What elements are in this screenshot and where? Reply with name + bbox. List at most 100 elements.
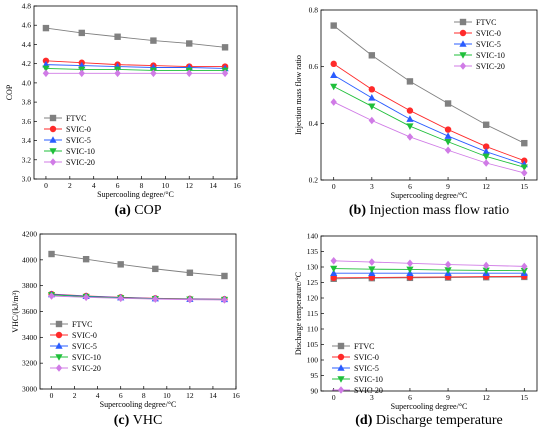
data-point bbox=[114, 69, 121, 78]
data-point bbox=[482, 121, 490, 128]
x-tick-label: 0 bbox=[50, 391, 54, 400]
y-tick-label: 130 bbox=[307, 263, 319, 272]
x-tick-label: 9 bbox=[446, 182, 450, 191]
legend-marker bbox=[55, 354, 63, 361]
data-point bbox=[444, 132, 452, 139]
plot-frame bbox=[39, 233, 237, 390]
data-point bbox=[221, 296, 228, 304]
y-tick-label: 0.8 bbox=[309, 6, 319, 15]
data-point bbox=[117, 294, 124, 303]
y-tick-label: 140 bbox=[307, 232, 319, 241]
y-tick-label: 125 bbox=[307, 278, 319, 287]
series-line-ftvc bbox=[51, 253, 225, 277]
chart-panel-1: 0 3 6 9 12 15 0.2 0.4 0.6 0.8 Supercooling degree/… bbox=[294, 6, 538, 218]
data-point bbox=[444, 146, 452, 155]
legend-label: SVIC-20 bbox=[72, 364, 101, 373]
x-tick-label: 10 bbox=[162, 181, 170, 190]
data-point bbox=[444, 138, 452, 146]
legend-marker bbox=[49, 125, 57, 133]
x-tick-label: 3 bbox=[370, 182, 374, 191]
data-point bbox=[521, 262, 528, 271]
x-tick-label: 6 bbox=[116, 181, 120, 190]
legend-label: SVIC-10 bbox=[354, 375, 383, 384]
y-tick-label: 3400 bbox=[22, 333, 37, 342]
x-tick-label: 4 bbox=[96, 391, 100, 400]
y-tick-label: 95 bbox=[311, 371, 319, 380]
x-tick-label: 16 bbox=[232, 391, 240, 400]
series-line-svic-5 bbox=[45, 64, 226, 69]
y-tick-label: 105 bbox=[307, 340, 319, 349]
data-point bbox=[444, 267, 452, 274]
data-point bbox=[368, 94, 376, 101]
data-point bbox=[368, 116, 376, 125]
legend-label: SVIC-5 bbox=[66, 136, 91, 145]
x-tick-label: 0 bbox=[44, 181, 48, 190]
plot-frame bbox=[33, 5, 238, 180]
x-tick-label: 15 bbox=[521, 182, 529, 191]
y-tick-label: 4.4 bbox=[22, 40, 32, 49]
legend: FTVC SVIC-0 SVIC-5 SVIC-10 SVIC-20 bbox=[50, 320, 101, 373]
legend-label: SVIC-5 bbox=[354, 364, 379, 373]
series-line-svic-0 bbox=[45, 60, 226, 68]
legend-marker bbox=[55, 342, 63, 349]
y-tick-label: 0.2 bbox=[309, 176, 319, 185]
data-point bbox=[48, 292, 55, 300]
data-point bbox=[368, 258, 376, 266]
data-point bbox=[82, 255, 90, 263]
data-point bbox=[482, 143, 490, 150]
x-tick-label: 0 bbox=[332, 393, 336, 402]
y-tick-label: 3.2 bbox=[22, 155, 32, 164]
data-point bbox=[444, 260, 452, 269]
data-point bbox=[368, 52, 376, 59]
legend-marker bbox=[459, 18, 467, 26]
y-tick-label: 4000 bbox=[22, 255, 37, 264]
caption-letter: (d) bbox=[355, 413, 376, 428]
caption-letter: (b) bbox=[349, 203, 370, 218]
data-point bbox=[186, 40, 193, 47]
data-point bbox=[114, 33, 121, 40]
legend-marker bbox=[49, 158, 57, 166]
legend-label: SVIC-5 bbox=[476, 40, 501, 49]
series-line-svic-10 bbox=[333, 86, 525, 168]
series-line-ftvc bbox=[333, 276, 525, 280]
series-line-svic-0 bbox=[333, 275, 525, 279]
legend-label: SVIC-10 bbox=[476, 51, 505, 60]
legend-marker bbox=[55, 320, 63, 328]
y-axis-label: Discharge temperature/°C bbox=[294, 272, 303, 355]
data-point bbox=[186, 269, 194, 276]
data-point bbox=[330, 83, 338, 91]
data-point bbox=[406, 115, 414, 122]
legend: FTVC SVIC-0 SVIC-5 SVIC-10 SVIC-20 bbox=[454, 18, 505, 71]
data-point bbox=[82, 293, 90, 302]
x-tick-label: 3 bbox=[370, 393, 374, 402]
series-line-ftvc bbox=[333, 25, 525, 144]
data-point bbox=[406, 266, 414, 274]
chart-panel-0: 0 2 4 6 8 10 12 14 16 3.0 3.2 3.4 3.6 3.8 4.0 4.2 4.4 4.6… bbox=[5, 2, 241, 219]
data-point bbox=[368, 266, 376, 273]
data-point bbox=[150, 69, 157, 78]
y-tick-label: 3.6 bbox=[22, 117, 32, 126]
y-tick-label: 3.0 bbox=[22, 175, 32, 184]
legend-label: FTVC bbox=[476, 18, 496, 27]
x-tick-label: 12 bbox=[482, 182, 490, 191]
data-point bbox=[521, 139, 528, 147]
caption-title: Discharge temperature bbox=[376, 413, 503, 428]
legend-marker bbox=[337, 386, 345, 394]
x-tick-label: 14 bbox=[209, 181, 217, 190]
data-point bbox=[520, 164, 528, 172]
legend-marker bbox=[459, 29, 467, 37]
legend-label: FTVC bbox=[72, 320, 92, 329]
data-point bbox=[48, 250, 55, 258]
data-point bbox=[482, 147, 490, 155]
x-tick-label: 2 bbox=[68, 181, 72, 190]
legend-marker bbox=[55, 331, 63, 339]
legend-marker bbox=[459, 40, 467, 47]
x-tick-label: 16 bbox=[233, 181, 241, 190]
y-tick-label: 4.8 bbox=[22, 2, 32, 11]
data-point bbox=[152, 295, 159, 303]
data-point bbox=[406, 259, 414, 268]
x-tick-label: 14 bbox=[209, 391, 217, 400]
y-tick-label: 3200 bbox=[22, 359, 37, 368]
data-point bbox=[330, 274, 337, 282]
y-tick-label: 100 bbox=[307, 356, 319, 365]
